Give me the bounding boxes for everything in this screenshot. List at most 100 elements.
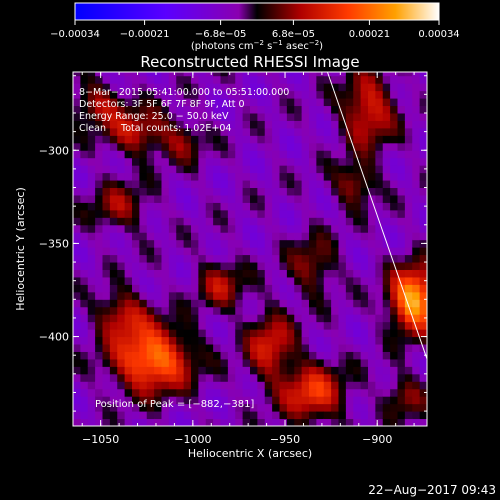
heatmap-cell	[404, 321, 413, 330]
heatmap-cell	[117, 276, 126, 285]
heatmap-cell	[331, 142, 339, 151]
heatmap-cell	[154, 83, 162, 92]
heatmap-cell	[154, 75, 162, 84]
heatmap-cell	[404, 388, 413, 397]
heatmap-cell	[102, 403, 111, 412]
heatmap-cell	[294, 180, 303, 189]
heatmap-cell	[419, 72, 427, 77]
heatmap-cell	[154, 187, 162, 196]
heatmap-cell	[257, 358, 266, 367]
heatmap-cell	[286, 232, 295, 241]
heatmap-cell	[213, 127, 221, 136]
heatmap-cell	[73, 98, 81, 107]
heatmap-cell	[220, 373, 229, 382]
heatmap-cell	[286, 90, 295, 99]
heatmap-cell	[109, 284, 118, 293]
heatmap-cell	[404, 150, 413, 159]
heatmap-cell	[375, 314, 384, 323]
heatmap-cell	[279, 180, 288, 189]
heatmap-cell	[146, 411, 155, 420]
heatmap-cell	[412, 98, 421, 107]
heatmap-cell	[95, 194, 103, 203]
heatmap-cell	[397, 247, 406, 256]
heatmap-cell	[404, 254, 413, 263]
heatmap-cell	[102, 381, 111, 390]
heatmap-cell	[227, 276, 236, 285]
heatmap-cell	[124, 239, 133, 248]
heatmap-cell	[360, 336, 369, 345]
heatmap-cell	[272, 299, 280, 308]
heatmap-cell	[220, 187, 229, 196]
heatmap-cell	[323, 381, 332, 390]
heatmap-cell	[360, 232, 369, 241]
heatmap-cell	[279, 373, 288, 382]
heatmap-cell	[161, 336, 170, 345]
heatmap-cell	[220, 366, 229, 375]
heatmap-cell	[161, 358, 170, 367]
heatmap-cell	[375, 239, 384, 248]
heatmap-cell	[205, 418, 214, 426]
heatmap-cell	[360, 329, 369, 338]
heatmap-cell	[390, 172, 398, 181]
heatmap-cell	[80, 403, 89, 412]
heatmap-cell	[368, 411, 376, 420]
heatmap-cell	[146, 98, 155, 107]
heatmap-cell	[87, 411, 96, 420]
heatmap-cell	[345, 98, 354, 107]
heatmap-cell	[323, 239, 332, 248]
heatmap-cell	[294, 105, 303, 114]
heatmap-cell	[242, 299, 251, 308]
heatmap-cell	[353, 388, 362, 397]
heatmap-cell	[95, 247, 103, 256]
heatmap-cell	[95, 306, 103, 315]
heatmap-cell	[250, 269, 258, 278]
heatmap-cell	[272, 262, 280, 270]
heatmap-cell	[198, 262, 207, 270]
heatmap-cell	[213, 72, 221, 77]
heatmap-cell	[390, 373, 398, 382]
heatmap-cell	[139, 150, 148, 159]
heatmap-cell	[301, 373, 310, 382]
heatmap-cell	[338, 403, 347, 412]
x-axis-label: Heliocentric X (arcsec)	[188, 447, 312, 460]
heatmap-cell	[154, 90, 162, 99]
heatmap-cell	[375, 299, 384, 308]
heatmap-cell	[382, 172, 391, 181]
heatmap-cell	[191, 396, 199, 405]
heatmap-cell	[102, 120, 111, 129]
heatmap-cell	[309, 202, 317, 211]
heatmap-cell	[286, 172, 295, 181]
heatmap-cell	[250, 396, 258, 405]
heatmap-cell	[412, 381, 421, 390]
heatmap-cell	[323, 209, 332, 218]
heatmap-cell	[80, 269, 89, 278]
heatmap-cell	[404, 105, 413, 114]
heatmap-cell	[80, 344, 89, 352]
heatmap-cell	[323, 83, 332, 92]
heatmap-cell	[412, 411, 421, 420]
heatmap-cell	[345, 269, 354, 278]
heatmap-cell	[213, 254, 221, 263]
heatmap-cell	[294, 269, 303, 278]
heatmap-cell	[109, 358, 118, 367]
heatmap-cell	[73, 90, 81, 99]
heatmap-cell	[368, 299, 376, 308]
heatmap-cell	[272, 112, 280, 121]
heatmap-cell	[102, 329, 111, 338]
heatmap-cell	[294, 314, 303, 323]
heatmap-cell	[279, 232, 288, 241]
heatmap-cell	[161, 321, 170, 330]
heatmap-cell	[117, 75, 126, 84]
heatmap-cell	[227, 72, 236, 77]
heatmap-cell	[242, 83, 251, 92]
heatmap-cell	[109, 336, 118, 345]
heatmap-cell	[183, 202, 192, 211]
heatmap-cell	[87, 299, 96, 308]
heatmap-cell	[264, 306, 273, 315]
heatmap-cell	[301, 403, 310, 412]
heatmap-cell	[323, 120, 332, 129]
heatmap-cell	[205, 351, 214, 360]
heatmap-cell	[95, 202, 103, 211]
heatmap-cell	[227, 239, 236, 248]
heatmap-cell	[242, 172, 251, 181]
